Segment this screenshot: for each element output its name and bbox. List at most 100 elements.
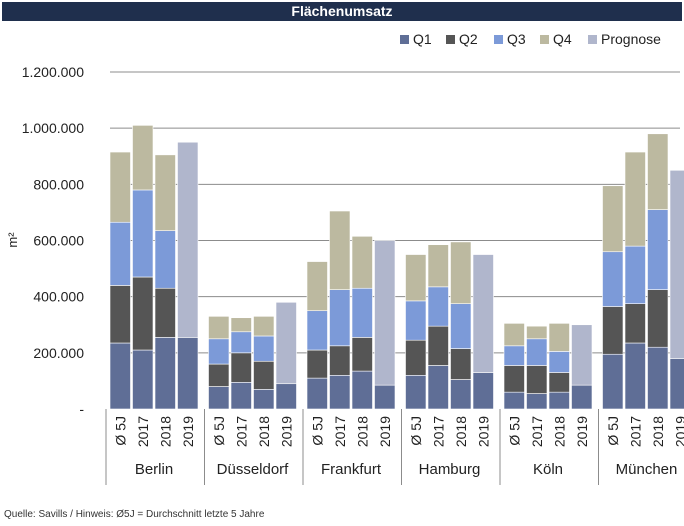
bars <box>109 125 684 410</box>
y-tick-label: 1.200.000 <box>22 64 84 80</box>
bar-segment-q2 <box>208 363 230 387</box>
bar-segment-q1 <box>208 386 230 410</box>
bar-segment-q2 <box>132 276 154 351</box>
bar-segment-q2 <box>450 348 472 380</box>
bar-group-frankfurt <box>306 210 396 410</box>
bar-segment-q3 <box>208 338 230 365</box>
bar-segment-q4 <box>351 235 373 289</box>
bar-group-düsseldorf <box>208 301 297 410</box>
x-category-label: 2017 <box>627 416 643 447</box>
bar-segment-q4 <box>450 241 472 304</box>
bar-segment-q4 <box>427 244 449 288</box>
bar-group-münchen <box>602 133 684 410</box>
bar-segment-q4 <box>503 323 525 347</box>
bar-segment-q2 <box>503 365 525 393</box>
bar-segment-q3 <box>329 289 351 347</box>
legend-label: Q1 <box>413 31 432 47</box>
bar-segment-q2 <box>351 337 373 372</box>
x-group-label: Köln <box>533 461 563 478</box>
x-category-label: 2018 <box>354 416 370 447</box>
x-category-label: Ø 5J <box>112 416 128 446</box>
bar-segment-q3 <box>405 300 427 341</box>
bar-segment-q4 <box>329 210 351 290</box>
x-category-label: 2017 <box>135 416 151 447</box>
bar-segment-q4 <box>109 151 131 223</box>
bar-segment-q3 <box>351 287 373 338</box>
x-category-label: Ø 5J <box>506 416 522 446</box>
bar-segment-q4 <box>602 185 624 253</box>
y-tick-label: - <box>79 401 84 417</box>
y-tick-label: 600.000 <box>33 233 84 249</box>
bar-segment-q2 <box>329 345 351 376</box>
bar-segment-q1 <box>472 372 494 410</box>
legend-swatch <box>446 35 455 44</box>
x-category-label: Ø 5J <box>211 416 227 446</box>
bar-segment-q4 <box>253 316 275 337</box>
y-tick-label: 400.000 <box>33 289 84 305</box>
x-category-label: 2019 <box>672 416 684 447</box>
x-category-label: 2017 <box>332 416 348 447</box>
bar-segment-q1 <box>427 365 449 410</box>
legend-swatch <box>400 35 409 44</box>
bar-segment-q3 <box>132 189 154 278</box>
bar-segment-q4 <box>154 154 176 231</box>
legend-label: Q4 <box>553 31 572 47</box>
x-category-label: 2018 <box>256 416 272 447</box>
x-category-label: 2017 <box>233 416 249 447</box>
bar-segment-q4 <box>526 325 548 340</box>
bar-segment-q4 <box>405 254 427 302</box>
bar-segment-q1 <box>602 353 624 410</box>
bar-segment-q1 <box>571 384 593 410</box>
bar-segment-q1 <box>450 379 472 410</box>
bar-segment-q2 <box>306 349 328 379</box>
x-group-label: Düsseldorf <box>217 461 290 478</box>
x-category-label: 2018 <box>650 416 666 447</box>
x-category-label: Ø 5J <box>408 416 424 446</box>
x-category-label: 2019 <box>278 416 294 447</box>
bar-segment-q3 <box>624 245 646 304</box>
x-group-label: Berlin <box>135 461 173 478</box>
bar-segment-q1 <box>253 389 275 410</box>
bar-segment-q1 <box>329 374 351 410</box>
bar-segment-prognose <box>669 169 684 359</box>
x-category-label: 2019 <box>377 416 393 447</box>
bar-segment-q2 <box>109 285 131 344</box>
bar-segment-q3 <box>548 351 570 373</box>
x-category-label: 2017 <box>529 416 545 447</box>
bar-segment-prognose <box>275 301 297 385</box>
bar-group-köln <box>503 323 593 410</box>
x-category-label: 2019 <box>574 416 590 447</box>
legend-label: Q2 <box>459 31 478 47</box>
bar-segment-q3 <box>602 251 624 307</box>
bar-segment-q4 <box>230 317 252 333</box>
bar-segment-q4 <box>306 261 328 312</box>
bar-segment-q4 <box>132 125 154 191</box>
bar-segment-q1 <box>526 393 548 410</box>
bar-segment-q1 <box>548 391 570 410</box>
bar-segment-q2 <box>624 303 646 344</box>
x-group-label: Frankfurt <box>321 461 382 478</box>
bar-segment-q2 <box>230 352 252 383</box>
bar-segment-q1 <box>503 391 525 410</box>
bar-segment-q2 <box>602 306 624 355</box>
x-group-label: Hamburg <box>419 461 481 478</box>
legend-swatch <box>540 35 549 44</box>
bar-segment-q2 <box>253 360 275 390</box>
legend-label: Prognose <box>601 31 661 47</box>
legend-swatch <box>588 35 597 44</box>
bar-segment-q1 <box>132 349 154 410</box>
bar-segment-q2 <box>647 289 669 348</box>
bar-segment-prognose <box>571 324 593 386</box>
bar-segment-q3 <box>109 221 131 286</box>
x-category-label: 2018 <box>453 416 469 447</box>
bar-segment-q2 <box>526 365 548 394</box>
x-category-label: 2019 <box>180 416 196 447</box>
bar-segment-prognose <box>472 254 494 373</box>
stacked-bar-chart: Q1 Q2 Q3 Q4 Prognose - 200.000 400.000 600.000 8… <box>5 31 684 485</box>
x-category-label: 2017 <box>430 416 446 447</box>
y-tick-label: 200.000 <box>33 345 84 361</box>
bar-segment-q4 <box>208 316 230 340</box>
bar-segment-prognose <box>177 141 199 338</box>
x-group-label: München <box>616 461 678 478</box>
bar-segment-q3 <box>306 310 328 351</box>
